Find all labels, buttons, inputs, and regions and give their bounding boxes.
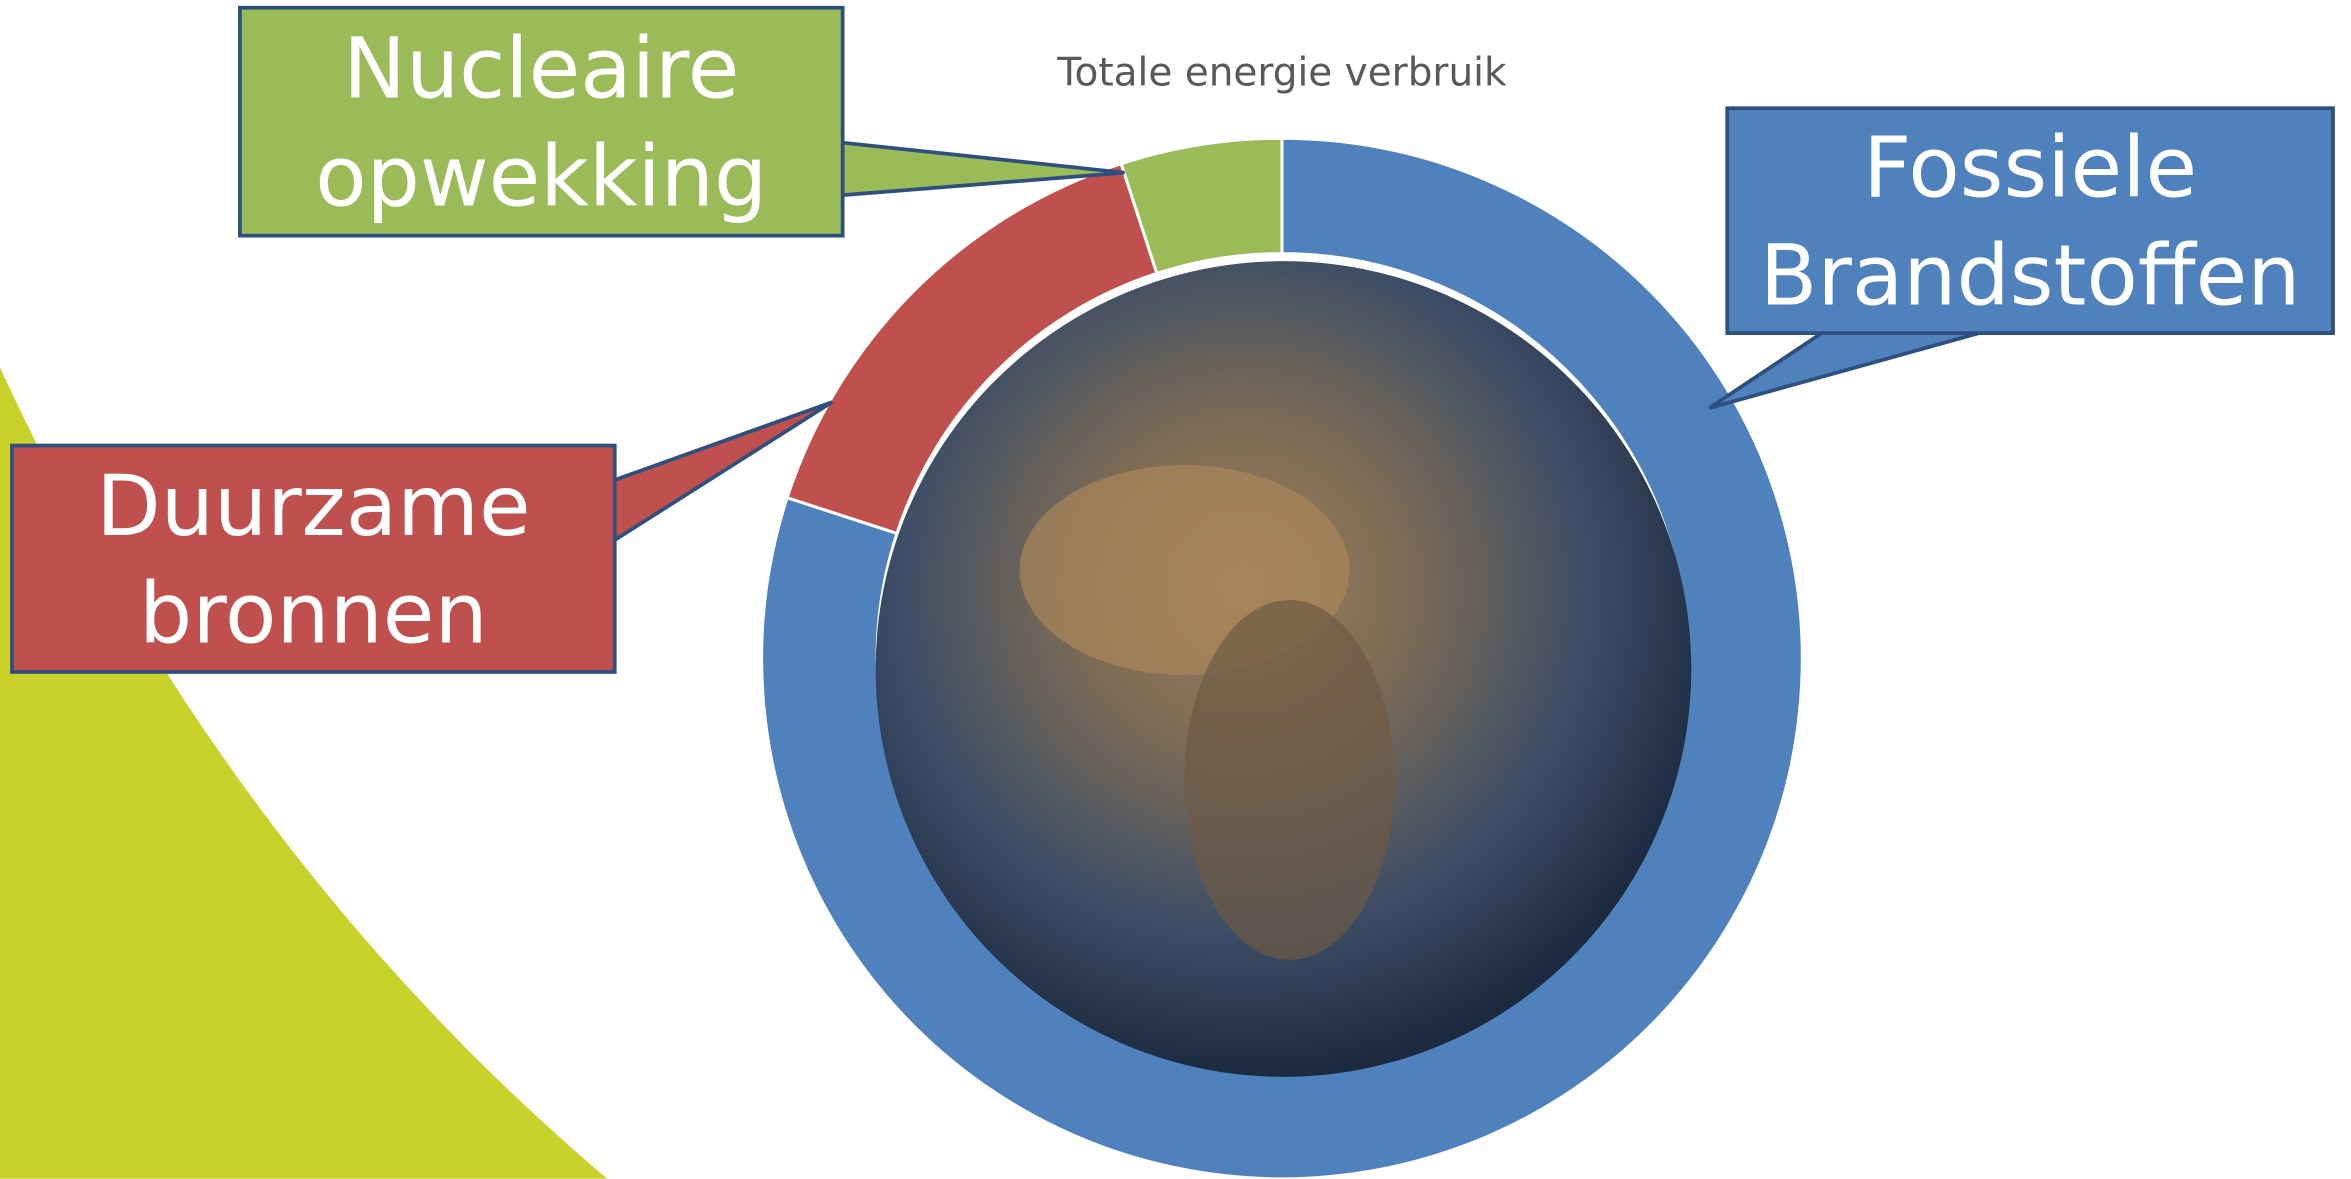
- callout-seam: [14, 447, 613, 670]
- earth-land: [1184, 599, 1395, 960]
- callout-label: Fossiele Brandstoffen: [1760, 119, 2301, 325]
- callout-label: Duurzame bronnen: [96, 457, 531, 663]
- background-shape: [0, 367, 608, 1179]
- callouts: Fossiele Brandstoffen Duurzame bronnen Nucle…: [10, 5, 2335, 674]
- callout-seam: [1729, 110, 2331, 331]
- chart-title: Totale energie verbruik: [1056, 51, 1507, 96]
- slice: [1119, 136, 1284, 276]
- callout-seam: [242, 9, 841, 234]
- callout-label: Nucleaire opwekking: [315, 20, 767, 226]
- callout-pointer: [842, 140, 1125, 198]
- callout-pointer: [1708, 331, 1980, 410]
- callout-pointer: [613, 400, 834, 542]
